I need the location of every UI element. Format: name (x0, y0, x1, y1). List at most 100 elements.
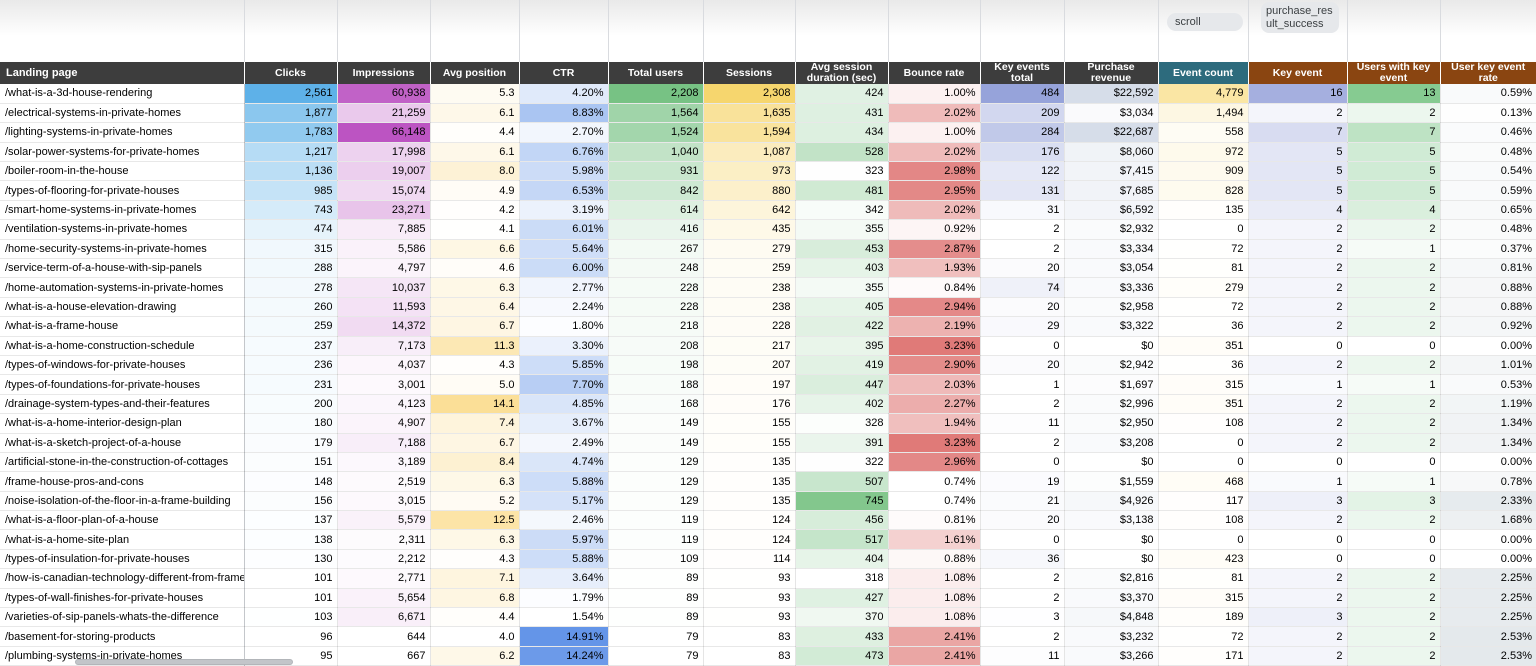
cell-sessions[interactable]: 93 (703, 568, 796, 589)
cell-impressions[interactable]: 3,189 (337, 452, 431, 473)
cell-key_events_total[interactable]: 20 (980, 258, 1065, 279)
cell-total_users[interactable]: 1,564 (608, 103, 704, 124)
cell-impressions[interactable]: 4,907 (337, 413, 431, 434)
cell-total_users[interactable]: 129 (608, 491, 704, 512)
cell-sessions[interactable]: 176 (703, 394, 796, 415)
cell-users_with_key_event[interactable]: 0 (1347, 549, 1441, 570)
cell-landing_page[interactable]: /types-of-insulation-for-private-houses (0, 549, 245, 570)
cell-user_key_event_rate[interactable]: 2.25% (1440, 588, 1536, 609)
cell-key_event[interactable]: 1 (1248, 471, 1348, 492)
cell-impressions[interactable]: 2,311 (337, 529, 431, 550)
cell-bounce_rate[interactable]: 0.92% (888, 219, 981, 240)
cell-users_with_key_event[interactable]: 2 (1347, 277, 1441, 298)
cell-avg_session_duration[interactable]: 453 (795, 239, 889, 260)
cell-user_key_event_rate[interactable]: 2.25% (1440, 607, 1536, 628)
cell-bounce_rate[interactable]: 2.94% (888, 297, 981, 318)
cell-impressions[interactable]: 11,593 (337, 297, 431, 318)
cell-key_event[interactable]: 2 (1248, 646, 1348, 666)
cell-avg_position[interactable]: 8.0 (430, 161, 520, 182)
cell-avg_session_duration[interactable]: 405 (795, 297, 889, 318)
cell-ctr[interactable]: 6.76% (519, 142, 609, 163)
cell-event_count[interactable]: 351 (1158, 394, 1249, 415)
cell-landing_page[interactable]: /what-is-a-frame-house (0, 316, 245, 337)
cell-purchase_revenue[interactable]: $3,322 (1064, 316, 1159, 337)
cell-sessions[interactable]: 259 (703, 258, 796, 279)
cell-event_count[interactable]: 558 (1158, 122, 1249, 143)
cell-event_count[interactable]: 81 (1158, 258, 1249, 279)
cell-ctr[interactable]: 6.01% (519, 219, 609, 240)
cell-users_with_key_event[interactable]: 2 (1347, 510, 1441, 531)
column-header-bounce_rate[interactable]: Bounce rate (888, 62, 981, 84)
cell-user_key_event_rate[interactable]: 0.88% (1440, 297, 1536, 318)
cell-key_events_total[interactable]: 2 (980, 588, 1065, 609)
cell-total_users[interactable]: 129 (608, 471, 704, 492)
cell-clicks[interactable]: 179 (244, 433, 338, 453)
cell-event_count[interactable]: 0 (1158, 433, 1249, 453)
cell-event_count[interactable]: 72 (1158, 297, 1249, 318)
cell-ctr[interactable]: 4.85% (519, 394, 609, 415)
cell-clicks[interactable]: 1,217 (244, 142, 338, 163)
cell-bounce_rate[interactable]: 2.98% (888, 161, 981, 182)
cell-avg_session_duration[interactable]: 342 (795, 200, 889, 221)
cell-ctr[interactable]: 8.83% (519, 103, 609, 124)
cell-avg_session_duration[interactable]: 323 (795, 161, 889, 182)
cell-avg_session_duration[interactable]: 404 (795, 549, 889, 570)
cell-total_users[interactable]: 89 (608, 568, 704, 589)
cell-total_users[interactable]: 168 (608, 394, 704, 415)
cell-key_event[interactable]: 2 (1248, 297, 1348, 318)
cell-clicks[interactable]: 96 (244, 626, 338, 647)
cell-avg_session_duration[interactable]: 419 (795, 355, 889, 376)
cell-total_users[interactable]: 208 (608, 336, 704, 356)
cell-key_events_total[interactable]: 1 (980, 374, 1065, 395)
cell-landing_page[interactable]: /what-is-a-sketch-project-of-a-house (0, 433, 245, 453)
cell-landing_page[interactable]: /electrical-systems-in-private-homes (0, 103, 245, 124)
cell-landing_page[interactable]: /frame-house-pros-and-cons (0, 471, 245, 492)
cell-landing_page[interactable]: /what-is-a-house-elevation-drawing (0, 297, 245, 318)
cell-user_key_event_rate[interactable]: 0.48% (1440, 219, 1536, 240)
cell-purchase_revenue[interactable]: $0 (1064, 529, 1159, 550)
cell-users_with_key_event[interactable]: 5 (1347, 161, 1441, 182)
cell-total_users[interactable]: 89 (608, 607, 704, 628)
cell-impressions[interactable]: 14,372 (337, 316, 431, 337)
cell-avg_position[interactable]: 4.0 (430, 626, 520, 647)
cell-total_users[interactable]: 149 (608, 433, 704, 453)
cell-clicks[interactable]: 237 (244, 336, 338, 356)
cell-users_with_key_event[interactable]: 2 (1347, 258, 1441, 279)
cell-avg_position[interactable]: 6.2 (430, 646, 520, 666)
cell-users_with_key_event[interactable]: 13 (1347, 84, 1441, 104)
cell-bounce_rate[interactable]: 0.74% (888, 471, 981, 492)
cell-total_users[interactable]: 1,040 (608, 142, 704, 163)
cell-bounce_rate[interactable]: 2.03% (888, 374, 981, 395)
cell-avg_session_duration[interactable]: 355 (795, 219, 889, 240)
column-header-purchase_revenue[interactable]: Purchase revenue (1064, 62, 1159, 84)
cell-key_events_total[interactable]: 209 (980, 103, 1065, 124)
cell-total_users[interactable]: 614 (608, 200, 704, 221)
cell-avg_position[interactable]: 6.6 (430, 239, 520, 260)
cell-ctr[interactable]: 5.98% (519, 161, 609, 182)
cell-impressions[interactable]: 4,037 (337, 355, 431, 376)
cell-key_events_total[interactable]: 2 (980, 239, 1065, 260)
cell-key_events_total[interactable]: 11 (980, 413, 1065, 434)
cell-user_key_event_rate[interactable]: 0.53% (1440, 374, 1536, 395)
cell-bounce_rate[interactable]: 2.96% (888, 452, 981, 473)
cell-bounce_rate[interactable]: 3.23% (888, 336, 981, 356)
cell-users_with_key_event[interactable]: 1 (1347, 239, 1441, 260)
cell-users_with_key_event[interactable]: 2 (1347, 394, 1441, 415)
cell-avg_position[interactable]: 4.6 (430, 258, 520, 279)
cell-users_with_key_event[interactable]: 2 (1347, 103, 1441, 124)
cell-user_key_event_rate[interactable]: 2.53% (1440, 626, 1536, 647)
cell-key_event[interactable]: 2 (1248, 588, 1348, 609)
cell-impressions[interactable]: 3,015 (337, 491, 431, 512)
cell-purchase_revenue[interactable]: $2,996 (1064, 394, 1159, 415)
cell-sessions[interactable]: 207 (703, 355, 796, 376)
cell-impressions[interactable]: 60,938 (337, 84, 431, 104)
cell-impressions[interactable]: 667 (337, 646, 431, 666)
cell-key_events_total[interactable]: 31 (980, 200, 1065, 221)
cell-landing_page[interactable]: /what-is-a-home-site-plan (0, 529, 245, 550)
cell-ctr[interactable]: 6.00% (519, 258, 609, 279)
cell-impressions[interactable]: 3,001 (337, 374, 431, 395)
cell-total_users[interactable]: 119 (608, 529, 704, 550)
cell-avg_session_duration[interactable]: 424 (795, 84, 889, 104)
cell-avg_session_duration[interactable]: 507 (795, 471, 889, 492)
cell-avg_position[interactable]: 6.3 (430, 471, 520, 492)
